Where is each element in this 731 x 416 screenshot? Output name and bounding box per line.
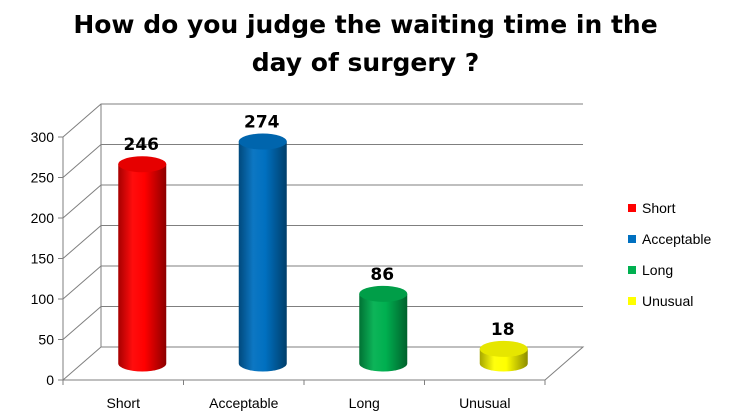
bar-unusual [479,340,528,372]
chart-title-line-2: day of surgery ? [251,48,480,77]
bar-top-long [359,285,408,302]
chart-title-line-1: How do you judge the waiting time in the [73,10,658,39]
gridline-50 [62,306,583,340]
chart-floor [61,346,585,381]
x-tick-label-unusual: Unusual [459,395,510,411]
gridline-300 [62,103,583,138]
legend-label-short: Short [642,200,676,216]
gridline-150 [62,225,583,259]
legend-label-unusual: Unusual [642,293,693,309]
legend-swatch-short [628,204,636,212]
gridline-200 [62,184,583,219]
gridline-250 [62,144,583,178]
x-tick-label-acceptable: Acceptable [209,395,278,411]
bar-acceptable [238,133,287,372]
gridline-100 [62,265,583,300]
bar-top-acceptable [238,133,287,150]
y-tick-label-50: 50 [38,332,54,348]
y-tick-label-200: 200 [31,210,55,226]
bar-top-short [118,156,167,173]
bar-body-long [359,293,408,372]
legend-swatch-unusual [628,297,636,305]
x-tick-label-long: Long [349,395,380,411]
y-tick-label-0: 0 [46,372,54,388]
data-label-short: 246 [124,135,160,155]
chart-title: How do you judge the waiting time in the… [0,6,731,82]
legend-swatch-acceptable [628,235,636,243]
y-tick-label-250: 250 [31,170,55,186]
y-tick-label-100: 100 [31,291,55,307]
bar-long [359,285,408,372]
bar-body-short [118,164,167,372]
legend-label-long: Long [642,262,673,278]
legend-label-acceptable: Acceptable [642,231,711,247]
data-label-long: 86 [370,265,394,285]
data-label-unusual: 18 [491,320,515,340]
data-label-acceptable: 274 [244,113,280,133]
y-tick-label-300: 300 [31,129,55,145]
y-tick-label-150: 150 [31,251,55,267]
bar-short [118,156,167,372]
bar-body-acceptable [238,141,287,372]
legend-swatch-long [628,266,636,274]
bar-top-unusual [479,340,528,357]
x-tick-label-short: Short [107,395,141,411]
